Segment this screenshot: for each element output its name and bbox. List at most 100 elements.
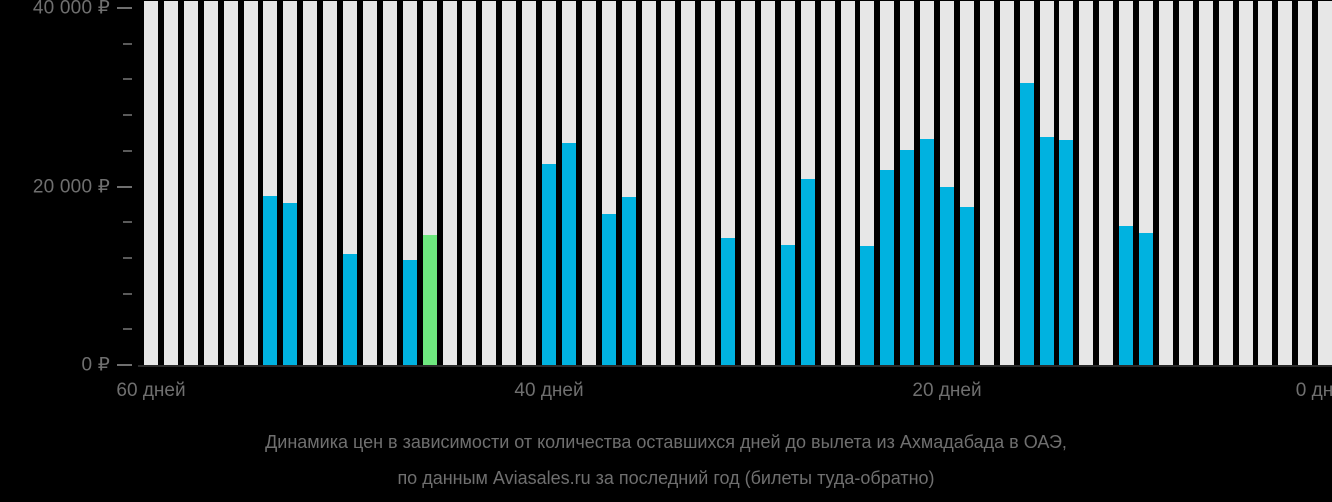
x-axis-label: 20 дней [912, 380, 982, 401]
bar-track[interactable] [1238, 1, 1253, 366]
bar-track[interactable] [641, 1, 656, 366]
bar-track[interactable] [1059, 1, 1074, 366]
price-bar[interactable] [1119, 225, 1134, 366]
bar-track[interactable] [800, 1, 815, 366]
price-bar[interactable] [1139, 233, 1153, 366]
bar-track[interactable] [362, 1, 377, 366]
y-axis-tick-minor [123, 328, 132, 331]
price-bar[interactable] [422, 234, 437, 366]
price-bar[interactable] [800, 178, 815, 366]
bar-track[interactable] [1178, 1, 1193, 366]
price-bar[interactable] [880, 169, 895, 366]
x-axis-label: 0 дней [1295, 380, 1332, 401]
price-bar[interactable] [402, 259, 417, 366]
bar-track[interactable] [1258, 1, 1273, 366]
bar-track[interactable] [820, 1, 835, 366]
bar-track[interactable] [1019, 1, 1034, 366]
x-axis-label: 40 дней [514, 380, 584, 401]
bar-track[interactable] [402, 1, 417, 366]
y-axis-tick-major [117, 364, 132, 366]
bar-track[interactable] [959, 1, 974, 366]
bar-track[interactable] [323, 1, 338, 366]
bar-track[interactable] [1139, 1, 1153, 366]
bar-track[interactable] [999, 1, 1014, 366]
bar-track[interactable] [163, 1, 178, 366]
price-bar[interactable] [721, 238, 736, 366]
bar-track[interactable] [482, 1, 497, 366]
y-axis-tick-minor [123, 221, 132, 224]
price-bar[interactable] [561, 142, 576, 366]
bar-track[interactable] [979, 1, 994, 366]
bar-track[interactable] [223, 1, 238, 366]
bar-track[interactable] [442, 1, 457, 366]
price-bar[interactable] [542, 164, 556, 366]
bar-track[interactable] [940, 1, 954, 366]
x-axis: 60 дней 40 дней 20 дней 0 дней [116, 366, 1332, 408]
bar-track[interactable] [601, 1, 616, 366]
price-bar[interactable] [1019, 83, 1034, 366]
bar-track[interactable] [1158, 1, 1173, 366]
bar-track[interactable] [522, 1, 537, 366]
bar-track[interactable] [721, 1, 736, 366]
price-bar[interactable] [1039, 136, 1054, 366]
bar-track[interactable] [1119, 1, 1134, 366]
bar-track[interactable] [681, 1, 696, 366]
y-axis-tick-minor [123, 256, 132, 259]
y-axis-tick-major [117, 7, 132, 9]
bar-track[interactable] [1039, 1, 1054, 366]
bar-track[interactable] [920, 1, 935, 366]
bar-track[interactable] [581, 1, 596, 366]
bar-track[interactable] [840, 1, 855, 366]
chart-caption: Динамика цен в зависимости от количества… [0, 424, 1332, 496]
bar-track[interactable] [880, 1, 895, 366]
bar-track[interactable] [1198, 1, 1213, 366]
caption-line-2: по данным Aviasales.ru за последний год … [397, 468, 935, 488]
bar-track[interactable] [303, 1, 318, 366]
bar-track[interactable] [462, 1, 477, 366]
price-bar[interactable] [780, 244, 795, 366]
bar-track[interactable] [1218, 1, 1233, 366]
bar-track[interactable] [183, 1, 198, 366]
price-bar[interactable] [920, 139, 935, 366]
y-axis-label: 20 000 ₽ [32, 176, 110, 197]
bar-track[interactable] [1099, 1, 1114, 366]
y-axis-tick-major [117, 185, 132, 188]
price-bar[interactable] [621, 197, 636, 366]
y-axis-tick-minor [123, 149, 132, 152]
price-bar[interactable] [860, 245, 875, 366]
bar-track[interactable] [502, 1, 517, 366]
bar-track[interactable] [343, 1, 357, 366]
bar-track[interactable] [243, 1, 258, 366]
y-axis-label: 0 ₽ [81, 354, 110, 376]
price-bar[interactable] [1059, 140, 1074, 366]
bar-track[interactable] [900, 1, 915, 366]
bar-track[interactable] [1278, 1, 1293, 366]
bar-track[interactable] [1298, 1, 1313, 366]
bar-track[interactable] [1318, 1, 1332, 366]
bar-track[interactable] [701, 1, 716, 366]
price-bar[interactable] [900, 150, 915, 366]
bar-track[interactable] [382, 1, 397, 366]
bar-track[interactable] [661, 1, 676, 366]
price-bar[interactable] [343, 253, 357, 366]
y-axis-label: 40 000 ₽ [32, 0, 110, 19]
price-bar[interactable] [959, 207, 974, 366]
bar-track[interactable] [741, 1, 755, 366]
price-bar[interactable] [601, 214, 616, 366]
bar-track[interactable] [283, 1, 298, 366]
bar-track[interactable] [542, 1, 556, 366]
bar-track[interactable] [1079, 1, 1094, 366]
bar-track[interactable] [263, 1, 278, 366]
bar-track[interactable] [422, 1, 437, 366]
price-bar[interactable] [263, 195, 278, 366]
bar-track[interactable] [860, 1, 875, 366]
bar-track[interactable] [621, 1, 636, 366]
y-axis-tick-minor [123, 114, 132, 117]
bar-track[interactable] [203, 1, 218, 366]
price-bar[interactable] [940, 186, 954, 366]
bar-track[interactable] [144, 1, 158, 366]
price-bar[interactable] [283, 202, 298, 366]
bar-track[interactable] [780, 1, 795, 366]
bar-track[interactable] [760, 1, 775, 366]
bar-track[interactable] [561, 1, 576, 366]
